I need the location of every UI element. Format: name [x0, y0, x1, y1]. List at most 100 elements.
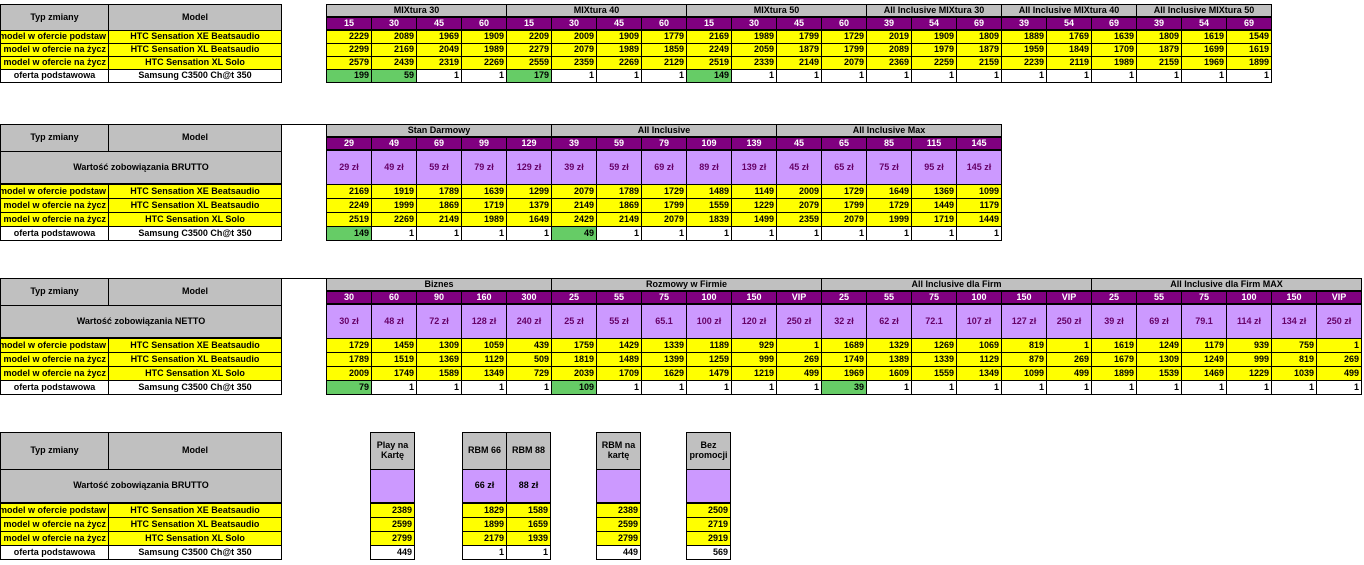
price-cell: 1909 [911, 30, 957, 44]
plan-column-header: 115 [911, 137, 957, 150]
plan-column-header: 109 [686, 137, 732, 150]
price-cell: 1779 [641, 30, 687, 44]
price-cell: 1339 [911, 352, 957, 367]
price-cell: 1619 [1091, 338, 1137, 353]
plan-group-header: All Inclusive MIXtura 40 [1001, 4, 1137, 17]
price-cell: 1 [641, 69, 687, 83]
price-cell: 1639 [1091, 30, 1137, 44]
price-cell: 1939 [506, 531, 551, 546]
price-cell: 1979 [911, 43, 957, 57]
price-cell: 109 [551, 380, 597, 395]
price-cell: 1 [416, 69, 462, 83]
price-cell: 1 [1271, 380, 1317, 395]
price-cell: 1269 [911, 338, 957, 353]
header-model: Model [108, 124, 282, 152]
price-cell: 1589 [416, 366, 462, 381]
price-cell: 2079 [821, 56, 867, 70]
plan-column-header: 54 [911, 17, 957, 30]
price-cell: 2079 [776, 198, 822, 213]
price-cell: 1639 [461, 184, 507, 199]
plan-price [686, 469, 731, 503]
header-typ-zmiany: Typ zmiany [0, 4, 109, 31]
price-cell: 2799 [370, 531, 415, 546]
price-cell: 1789 [416, 184, 462, 199]
price-cell: 2319 [416, 56, 462, 70]
price-cell: 1 [911, 380, 957, 395]
plan-column-header: 39 [866, 17, 912, 30]
price-cell: 1 [1181, 380, 1227, 395]
plan-column-header: 60 [371, 291, 417, 304]
row-type: oferta podstawowa [0, 226, 109, 241]
price-cell: 1649 [506, 212, 552, 227]
price-cell: 1829 [462, 503, 507, 518]
price-cell: 2039 [551, 366, 597, 381]
plan-column-header: 25 [821, 291, 867, 304]
price-cell: 1789 [326, 352, 372, 367]
label-wartosc-brutto: Wartość zobowiązania BRUTTO [0, 469, 282, 503]
price-cell: 1 [1001, 380, 1047, 395]
row-type: y model w ofercie na życz [0, 366, 109, 381]
price-cell: 1 [1136, 380, 1182, 395]
plan-column-header: 75 [911, 291, 957, 304]
price-cell: 1 [1046, 338, 1092, 353]
plan-price: 65.1 [641, 304, 687, 339]
price-cell: 2159 [956, 56, 1002, 70]
price-cell: 1 [506, 226, 552, 241]
plan-column-header: 59 [596, 137, 642, 150]
plan-price: 65 zł [821, 150, 867, 185]
price-cell: 1909 [461, 30, 507, 44]
table-karta: Typ zmiany Model Wartość zobowiązania BR… [0, 432, 1364, 560]
price-cell: 1729 [821, 184, 867, 199]
plan-price: 75 zł [866, 150, 912, 185]
price-cell: 2249 [686, 43, 732, 57]
plan-price: 120 zł [731, 304, 777, 339]
header-model: Model [108, 4, 282, 31]
price-cell: 1679 [1091, 352, 1137, 367]
price-cell: 1549 [1226, 30, 1272, 44]
price-cell: 449 [370, 545, 415, 560]
price-cell: 1 [686, 226, 732, 241]
plan-price: 139 zł [731, 150, 777, 185]
plan-column-header: Bez promocji [686, 432, 731, 470]
row-type: y model w ofercie na życz [0, 43, 109, 57]
plan-price [370, 469, 415, 503]
price-cell: 1799 [821, 43, 867, 57]
plan-column-header: 85 [866, 137, 912, 150]
row-model: HTC Sensation XL Beatsaudio [108, 43, 282, 57]
price-cell: 1879 [1136, 43, 1182, 57]
price-cell: 1369 [416, 352, 462, 367]
price-cell: 1 [686, 380, 732, 395]
price-cell: 1309 [1136, 352, 1182, 367]
price-cell: 1039 [1271, 366, 1317, 381]
price-cell: 1179 [956, 198, 1002, 213]
price-cell: 1 [1046, 380, 1092, 395]
plan-column-header: 150 [1271, 291, 1317, 304]
price-cell: 2259 [911, 56, 957, 70]
price-cell: 1989 [461, 43, 507, 57]
price-cell: 1699 [1181, 43, 1227, 57]
plan-price: 145 zł [956, 150, 1002, 185]
price-cell: 2079 [551, 184, 597, 199]
price-cell: 1129 [461, 352, 507, 367]
price-cell: 1559 [911, 366, 957, 381]
price-cell: 1799 [641, 198, 687, 213]
price-cell: 2439 [371, 56, 417, 70]
plan-price: 240 zł [506, 304, 552, 339]
price-cell: 1659 [506, 517, 551, 532]
plan-column-header: 54 [1181, 17, 1227, 30]
price-cell: 1899 [1091, 366, 1137, 381]
price-cell: 1 [551, 69, 597, 83]
price-cell: 1259 [686, 352, 732, 367]
price-cell: 1819 [551, 352, 597, 367]
plan-column-header: VIP [776, 291, 822, 304]
price-cell: 1349 [461, 366, 507, 381]
row-type: oferta podstawowa [0, 545, 109, 560]
plan-price [596, 469, 641, 503]
price-cell: 1799 [776, 30, 822, 44]
plan-price: 49 zł [371, 150, 417, 185]
price-cell: 1969 [1181, 56, 1227, 70]
plan-price: 69 zł [641, 150, 687, 185]
price-cell: 2149 [776, 56, 822, 70]
price-cell: 1329 [866, 338, 912, 353]
plan-column-header: 54 [1046, 17, 1092, 30]
